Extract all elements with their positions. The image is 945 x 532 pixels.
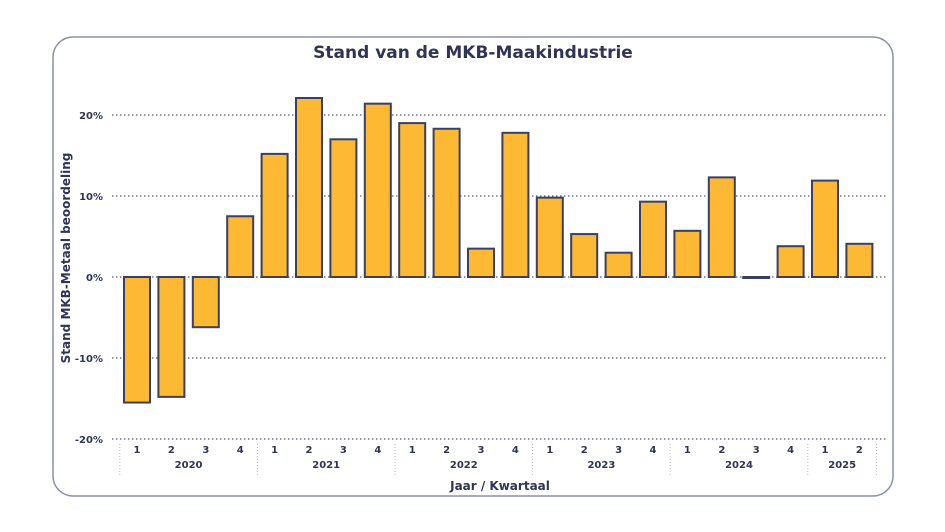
bar [467,247,495,278]
x-tick-label: 2 [306,445,313,456]
year-label: 2020 [175,460,203,471]
year-label: 2022 [450,460,478,471]
y-tick-label: 0% [86,273,103,284]
bar [329,138,358,278]
bar [260,152,289,279]
x-tick-label: 4 [650,445,657,456]
x-tick-label: 1 [822,445,829,456]
bar [363,102,392,278]
x-tick-label: 1 [684,445,691,456]
bar [398,122,427,278]
x-tick-label: 3 [615,445,622,456]
bar [639,200,667,278]
year-label: 2021 [312,460,340,471]
x-tick-label: 4 [237,445,244,456]
y-tick-label: 20% [79,111,103,122]
x-tick-label: 1 [271,445,278,456]
bar [157,276,186,398]
bar [811,179,839,278]
year-label: 2025 [828,460,856,471]
y-tick-label: 10% [79,192,103,203]
bar [845,242,874,278]
x-tick-label: 2 [168,445,175,456]
x-tick-label: 3 [478,445,485,456]
bar [570,233,599,279]
x-tick-label: 4 [374,445,381,456]
y-tick-label: -10% [75,354,103,365]
x-axis-label: Jaar / Kwartaal [449,479,550,493]
bar [191,276,220,329]
chart-title: Stand van de MKB-Maakindustrie [313,43,633,63]
x-tick-label: 2 [856,445,863,456]
bar [501,131,530,278]
x-tick-label: 1 [134,445,141,456]
bar [604,251,633,278]
year-label: 2024 [725,460,753,471]
x-tick-label: 2 [443,445,450,456]
x-tick-label: 2 [581,445,588,456]
x-tick-label: 2 [718,445,725,456]
bar [226,215,255,278]
year-label: 2023 [587,460,615,471]
x-tick-label: 3 [202,445,209,456]
x-tick-label: 3 [753,445,760,456]
x-tick-label: 1 [409,445,416,456]
bar [123,276,151,404]
x-tick-label: 3 [340,445,347,456]
bar [673,229,702,278]
x-tick-label: 4 [787,445,794,456]
x-tick-label: 4 [512,445,519,456]
bar [535,196,564,278]
y-axis-label: Stand MKB-Metaal beoordeling [59,153,73,364]
x-tick-label: 1 [546,445,553,456]
y-tick-label: -20% [75,435,103,446]
bar [432,127,461,278]
bar [707,176,736,278]
bar [295,96,323,278]
bar [776,245,805,279]
bar [742,276,771,279]
